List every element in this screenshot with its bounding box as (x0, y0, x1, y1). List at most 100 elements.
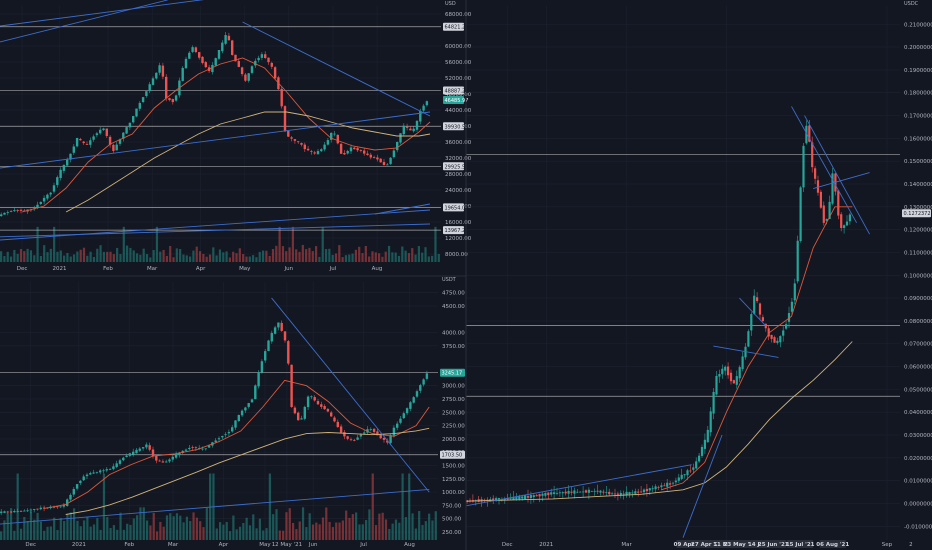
candle-body (204, 62, 207, 68)
volume-bar (255, 257, 258, 262)
volume-bar (202, 527, 205, 540)
price-label-box (440, 368, 465, 377)
candle-body (729, 372, 733, 382)
volume-bar (129, 524, 132, 540)
volume-bar (106, 517, 109, 540)
volume-bar (414, 528, 417, 540)
axis-bg (900, 0, 932, 544)
price-label-box (443, 86, 464, 95)
volume-bar (76, 251, 79, 262)
volume-bar (0, 251, 3, 262)
candle-body (250, 66, 254, 73)
candle-body (270, 62, 273, 67)
price-label: 39930.53 (445, 124, 469, 130)
volume-bar (401, 246, 404, 262)
volume-bar (388, 528, 391, 540)
volume-bar (437, 253, 440, 262)
candle-body (671, 482, 675, 484)
price-label: 13967.22 (445, 228, 469, 234)
candle-body (9, 511, 13, 513)
volume-bar (272, 514, 275, 540)
y-tick-label: 0.1100000000 (904, 250, 932, 256)
candle-body (161, 65, 165, 77)
candle-body (608, 491, 611, 495)
volume-bar (305, 249, 308, 262)
volume-bar (122, 529, 125, 540)
price-label-box (443, 22, 464, 31)
candle-body (155, 455, 158, 461)
candle-body (92, 472, 95, 474)
candle-body (174, 95, 178, 101)
volume-bar (19, 249, 23, 262)
volume-bar (414, 254, 417, 262)
candle-body (521, 496, 524, 499)
volume-bar (391, 523, 394, 540)
candle-body (56, 177, 59, 185)
volume-bar (268, 473, 271, 540)
volume-bar (169, 513, 172, 540)
volume-bar (102, 251, 105, 262)
volume-bar (278, 226, 281, 262)
price-label: 1703.50 (442, 453, 463, 459)
y-tick-label: 52000.00 (445, 76, 472, 82)
bottom-left-panel: USDT 4750.00 4500.00 4000.00 3750.00 3000.00 2… (0, 276, 466, 548)
candle-body (89, 473, 92, 475)
candle-body (680, 474, 683, 479)
trend-line (804, 115, 871, 235)
candle-body (221, 436, 224, 438)
candle-body (132, 451, 135, 455)
candle-body (224, 434, 227, 436)
volume-bar (354, 249, 357, 262)
volume-bar (49, 248, 52, 262)
candle-body (231, 40, 234, 55)
volume-bar (36, 226, 39, 262)
candle-body (561, 492, 564, 494)
candle-body (69, 153, 72, 160)
candle-body (741, 356, 744, 369)
candle-body (616, 493, 619, 495)
candle-body (191, 47, 194, 52)
price-label-box (443, 96, 464, 105)
volume-bar (79, 526, 82, 540)
volume-bar (172, 257, 175, 262)
candle-body (333, 133, 336, 135)
volume-bar (378, 253, 381, 262)
candle-body (721, 368, 724, 375)
x-tick-label: Dec (502, 542, 513, 548)
candle-body (376, 431, 379, 436)
price-label: 0.1272372700 (904, 211, 932, 217)
candle-body (753, 295, 756, 314)
volume-bar (76, 520, 79, 540)
candle-body (776, 340, 779, 343)
volume-bar (152, 249, 155, 262)
candle-body (773, 337, 776, 343)
volume-bar (411, 513, 414, 540)
y-tick-label: -0.0100000000 (904, 524, 932, 530)
volume-bar (282, 530, 285, 540)
volume-bar (112, 525, 116, 540)
candle-body (489, 499, 492, 501)
candle-body (579, 491, 582, 493)
x-tick-label: Jul (329, 266, 337, 272)
y-tick-label: 4750.00 (442, 291, 465, 297)
volume-bar (301, 507, 305, 540)
y-tick-label: 500.00 (442, 517, 462, 523)
candle-body (596, 490, 599, 492)
candle-body (840, 214, 843, 228)
x-tick-label: 2 (909, 542, 913, 548)
volume-bar (73, 508, 76, 540)
date-label-box (727, 540, 754, 548)
candle-body (532, 495, 535, 498)
candle-body (290, 137, 293, 139)
volume-bar (225, 521, 228, 540)
candle-body (201, 448, 204, 450)
y-tick-label: 3000.00 (442, 384, 465, 390)
date-label: 25 Jun '21 (758, 542, 789, 548)
volume-bar (109, 528, 112, 540)
y-tick-label: 0.0600000000 (904, 365, 932, 371)
candle-body (194, 447, 198, 449)
volume-bar (285, 251, 288, 262)
volume-bar (381, 512, 384, 540)
y-tick-label: 16000.00 (445, 220, 472, 226)
candle-body (211, 64, 214, 73)
